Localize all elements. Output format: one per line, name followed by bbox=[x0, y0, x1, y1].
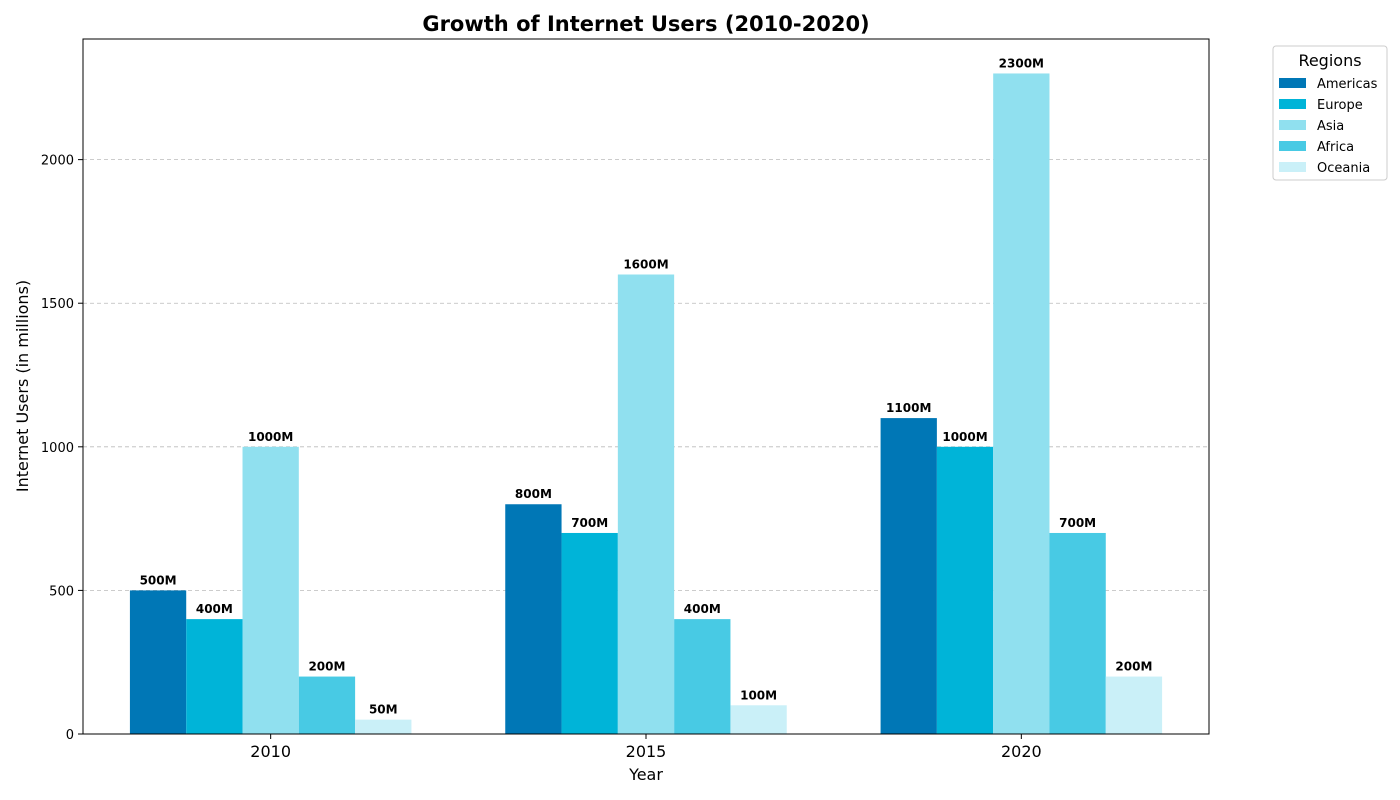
data-label: 200M bbox=[308, 660, 345, 674]
x-axis-ticks: 2010 2015 2020 bbox=[250, 734, 1042, 761]
bar-oceania-2010 bbox=[355, 719, 412, 734]
x-axis-label: Year bbox=[628, 765, 663, 784]
data-label: 2300M bbox=[999, 56, 1044, 70]
bar-africa-2010 bbox=[298, 676, 356, 734]
bar-europe-2010 bbox=[186, 619, 243, 734]
y-axis-ticks: 0 500 1000 1500 2000 bbox=[41, 154, 83, 743]
bar-oceania-2015 bbox=[730, 705, 787, 734]
legend-swatch-europe bbox=[1279, 99, 1306, 109]
legend-swatch-africa bbox=[1279, 141, 1306, 151]
legend-swatch-americas bbox=[1279, 78, 1306, 88]
data-label: 400M bbox=[684, 602, 721, 616]
data-label: 50M bbox=[369, 703, 398, 717]
bar-oceania-2020 bbox=[1105, 676, 1163, 734]
data-label: 1000M bbox=[942, 430, 987, 444]
x-tick-label: 2020 bbox=[1001, 742, 1042, 761]
y-tick-label: 1000 bbox=[41, 441, 74, 456]
bars bbox=[129, 73, 1163, 734]
legend-label-americas: Americas bbox=[1317, 77, 1378, 92]
x-tick-label: 2010 bbox=[250, 742, 291, 761]
legend-label-oceania: Oceania bbox=[1317, 161, 1370, 176]
y-tick-label: 500 bbox=[49, 584, 74, 599]
chart-title: Growth of Internet Users (2010-2020) bbox=[422, 12, 869, 36]
bar-europe-2020 bbox=[936, 446, 994, 734]
y-tick-label: 1500 bbox=[41, 297, 74, 312]
data-label: 700M bbox=[1059, 516, 1096, 530]
data-label: 500M bbox=[140, 573, 177, 587]
legend: Regions Americas Europe Asia Africa Oceania bbox=[1272, 45, 1388, 181]
legend-items: Americas Europe Asia Africa Oceania bbox=[1279, 77, 1378, 176]
bar-asia-2015 bbox=[617, 274, 675, 734]
y-tick-label: 2000 bbox=[41, 154, 74, 169]
data-label: 1100M bbox=[886, 401, 931, 415]
y-tick-label: 0 bbox=[66, 728, 74, 743]
legend-label-asia: Asia bbox=[1317, 119, 1344, 134]
legend-swatch-oceania bbox=[1279, 162, 1306, 172]
legend-label-africa: Africa bbox=[1317, 140, 1354, 155]
x-tick-label: 2015 bbox=[626, 742, 667, 761]
data-label: 700M bbox=[571, 516, 608, 530]
bar-africa-2015 bbox=[674, 619, 731, 734]
legend-title: Regions bbox=[1298, 51, 1361, 70]
data-label: 800M bbox=[515, 487, 552, 501]
bar-asia-2020 bbox=[993, 73, 1050, 734]
data-labels: 500M 400M 1000M 200M 50M 800M 700M 1600M 400M 100… bbox=[140, 56, 1153, 716]
data-label: 200M bbox=[1115, 660, 1152, 674]
data-label: 100M bbox=[740, 688, 777, 702]
bar-asia-2010 bbox=[242, 446, 299, 734]
bar-americas-2020 bbox=[880, 418, 937, 734]
bar-americas-2010 bbox=[129, 590, 187, 734]
legend-swatch-asia bbox=[1279, 120, 1306, 130]
bar-americas-2015 bbox=[505, 504, 562, 734]
data-label: 1000M bbox=[248, 430, 293, 444]
y-axis-label: Internet Users (in millions) bbox=[13, 280, 32, 492]
bar-europe-2015 bbox=[561, 532, 618, 734]
legend-label-europe: Europe bbox=[1317, 98, 1363, 113]
bar-africa-2020 bbox=[1049, 532, 1106, 734]
data-label: 1600M bbox=[623, 257, 668, 271]
data-label: 400M bbox=[196, 602, 233, 616]
